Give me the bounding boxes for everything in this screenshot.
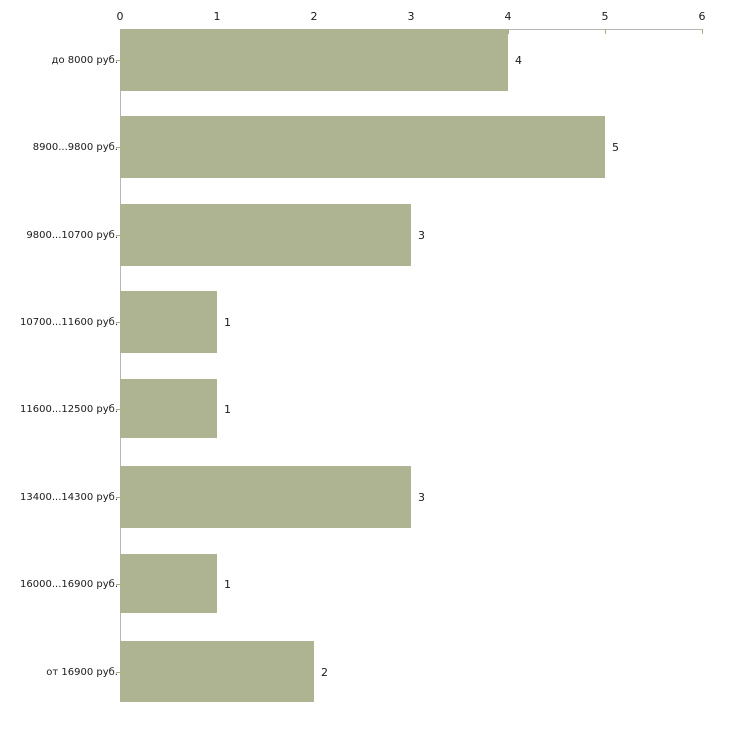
bar-value-label: 5 xyxy=(612,141,619,154)
bar[interactable] xyxy=(120,291,217,353)
bar[interactable] xyxy=(120,379,217,438)
bar[interactable] xyxy=(120,116,605,178)
bar-value-label: 3 xyxy=(418,229,425,242)
bar[interactable] xyxy=(120,466,411,528)
x-tick-label: 1 xyxy=(213,10,221,23)
category-label: от 16900 руб. xyxy=(46,666,118,678)
x-tick-mark xyxy=(702,29,703,34)
x-tick-label: 2 xyxy=(310,10,318,23)
x-tick-mark xyxy=(605,29,606,34)
x-tick-label: 4 xyxy=(504,10,512,23)
x-tick-label: 5 xyxy=(601,10,609,23)
y-tick-mark xyxy=(116,60,121,61)
bar[interactable] xyxy=(120,29,508,91)
category-label: 13400...14300 руб. xyxy=(20,492,118,503)
bar-value-label: 2 xyxy=(321,665,328,679)
category-label: 8900...9800 руб. xyxy=(32,142,118,153)
bar-value-label: 3 xyxy=(418,491,425,504)
bar-value-label: 1 xyxy=(224,402,231,416)
category-label: до 8000 руб. xyxy=(51,55,118,66)
bar-value-label: 1 xyxy=(224,577,231,591)
y-axis-line xyxy=(120,29,121,702)
y-tick-mark xyxy=(116,671,121,673)
x-tick-label: 3 xyxy=(407,10,415,23)
x-tick-label: 6 xyxy=(698,10,706,23)
category-label: 9800...10700 руб. xyxy=(26,230,118,241)
bar[interactable] xyxy=(120,554,217,613)
y-tick-mark xyxy=(116,322,121,323)
y-tick-mark xyxy=(116,583,121,585)
category-label: 16000...16900 руб. xyxy=(20,578,118,590)
y-tick-mark xyxy=(116,497,121,498)
y-tick-mark xyxy=(116,235,121,236)
category-label: 11600...12500 руб. xyxy=(20,403,118,415)
x-tick-label: 0 xyxy=(116,10,124,23)
y-tick-mark xyxy=(116,147,121,148)
bar[interactable] xyxy=(120,641,314,702)
y-tick-mark xyxy=(116,408,121,410)
bar[interactable] xyxy=(120,204,411,266)
x-tick-mark xyxy=(508,29,509,34)
category-label: 10700...11600 руб. xyxy=(20,317,118,328)
bar-value-label: 1 xyxy=(224,316,231,329)
bar-value-label: 4 xyxy=(515,54,522,67)
